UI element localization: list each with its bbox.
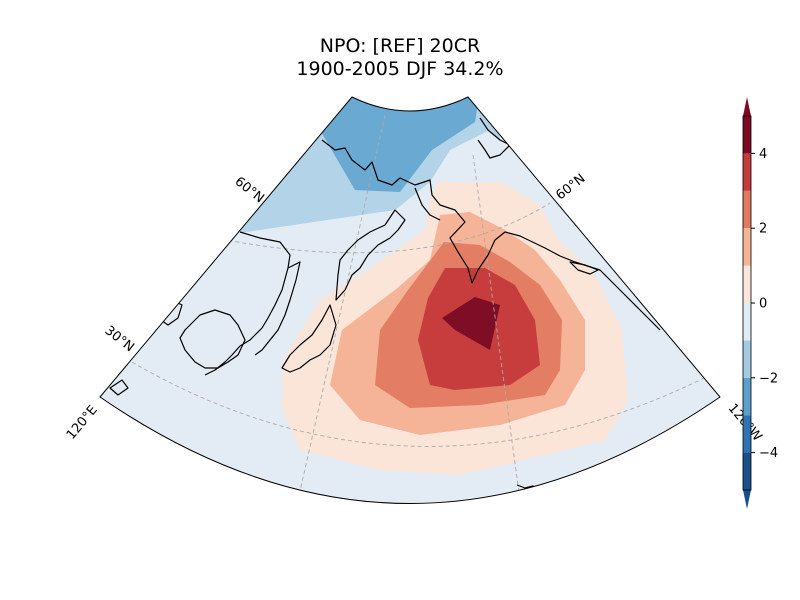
coast-korea-japan: [179, 309, 246, 369]
gridline-30n: [119, 354, 720, 447]
coast-okhotsk: [254, 261, 301, 356]
map-frame: [99, 96, 721, 504]
coast-kamchatka: [335, 209, 406, 301]
lon-label-120e: 120°E: [64, 403, 101, 443]
colorbar-tick-label: 0: [759, 297, 767, 312]
contour-pos-5: [442, 297, 500, 350]
meridian-1: [297, 114, 386, 501]
colorbar-segment: [743, 415, 751, 453]
colorbar-ticks: 4 2 0 −2 −4: [751, 147, 778, 461]
colorbar-tick-label: −4: [759, 446, 778, 461]
colorbar-extend-top: [743, 97, 751, 116]
colorbar-segment: [743, 303, 751, 341]
meridian-2: [472, 154, 521, 501]
coast-alaska-inlet: [569, 261, 599, 275]
coastlines: [109, 117, 661, 491]
graticule: [119, 114, 720, 501]
coast-arctic: [477, 117, 511, 159]
coast-peninsula: [414, 187, 441, 221]
gridline-60n: [159, 202, 551, 254]
coast-bering-alaska: [321, 139, 661, 331]
coast-taiwan: [109, 379, 129, 396]
map-title-line1: NPO: [REF] 20CR: [319, 35, 481, 57]
coast-japan-islands: [281, 304, 337, 373]
colorbar-segment: [743, 190, 751, 229]
colorbar: 4 2 0 −2 −4: [742, 97, 778, 509]
colorbar-tick-label: 4: [759, 147, 767, 162]
colorbar-segment: [743, 265, 751, 303]
coast-asia: [204, 231, 291, 376]
lat-label-60n-left: 60°N: [232, 174, 267, 206]
colorbar-segment: [743, 377, 751, 416]
colorbar-tick-label: 2: [759, 222, 767, 237]
anomaly-contours: [100, 97, 720, 504]
map-title-line2: 1900-2005 DJF 34.2%: [296, 58, 504, 80]
colorbar-segment: [743, 452, 751, 490]
colorbar-segment: [743, 340, 751, 378]
lat-label-60n-right: 60°N: [553, 171, 588, 203]
colorbar-segments: [743, 116, 751, 490]
colorbar-tick-label: −2: [759, 371, 778, 386]
lat-label-30n: 30°N: [102, 323, 137, 355]
colorbar-extend-bottom: [743, 490, 751, 509]
colorbar-segment: [743, 116, 751, 154]
colorbar-segment: [743, 153, 751, 191]
colorbar-segment: [743, 228, 751, 266]
